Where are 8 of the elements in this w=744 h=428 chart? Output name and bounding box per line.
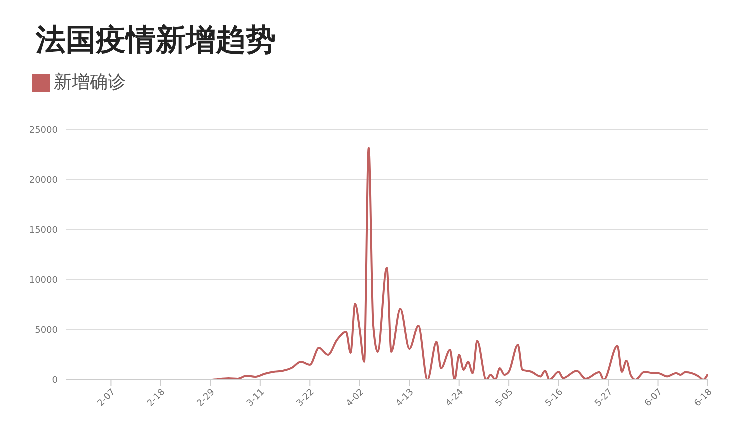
y-tick-label: 20000 [29, 176, 58, 186]
legend-label: 新增确诊 [54, 72, 126, 93]
y-tick-label: 15000 [29, 226, 58, 236]
y-tick-label: 0 [52, 376, 58, 386]
y-tick-label: 25000 [29, 126, 58, 136]
chart-title: 法国疫情新增趋势 [36, 22, 276, 60]
y-tick-label: 5000 [35, 326, 58, 336]
y-tick-label: 10000 [29, 276, 58, 286]
